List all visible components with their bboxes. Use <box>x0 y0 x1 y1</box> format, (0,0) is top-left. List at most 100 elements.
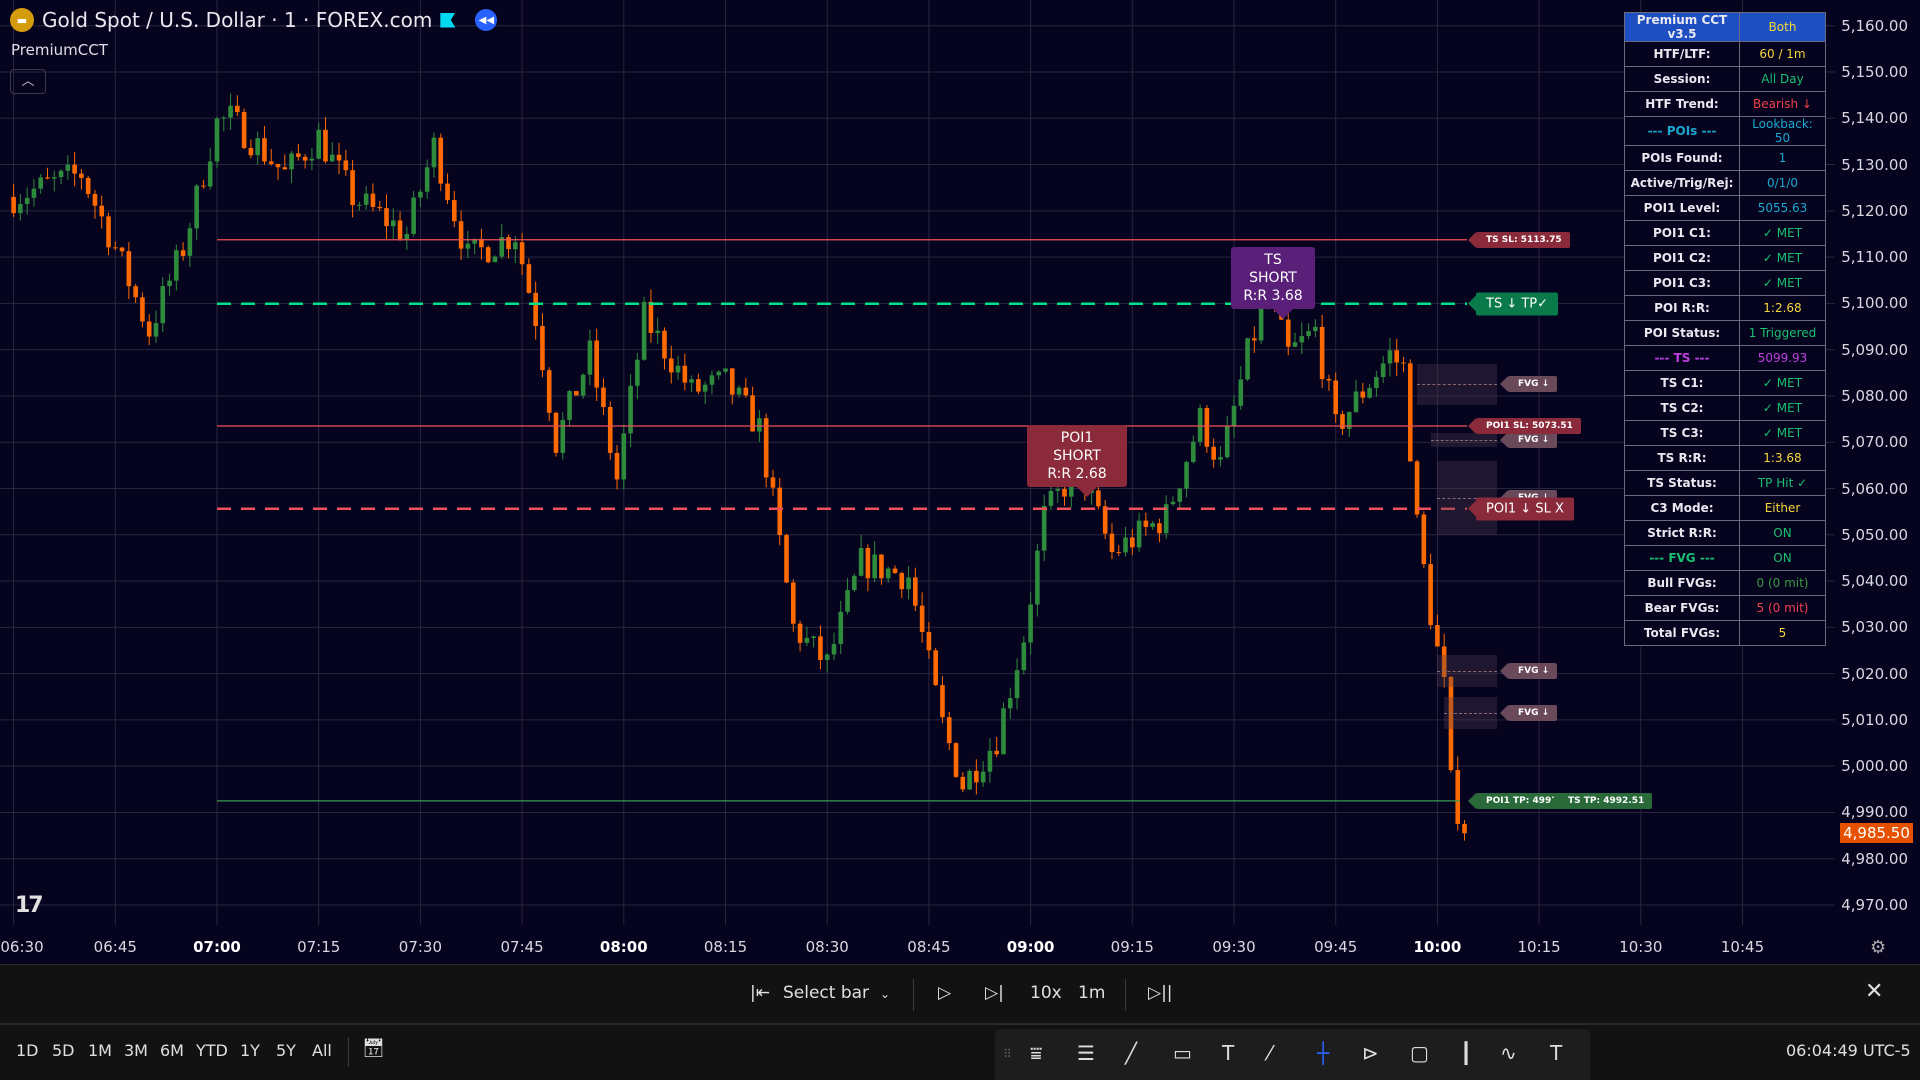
brush-icon[interactable]: ⁄ <box>1268 1041 1272 1065</box>
speed-button[interactable]: 10x <box>1030 983 1062 1003</box>
text-anchor-icon[interactable]: T <box>1550 1041 1563 1065</box>
candle <box>791 582 796 624</box>
callout-rr: R:R 2.68 <box>1047 466 1107 482</box>
candle <box>635 359 640 386</box>
candle <box>363 193 369 205</box>
candle <box>1435 625 1440 647</box>
timeframe-5d[interactable]: 5D <box>52 1041 75 1060</box>
candle <box>302 156 308 161</box>
select-bar-button[interactable]: Select bar <box>783 983 870 1003</box>
candle <box>919 605 925 632</box>
candle <box>485 247 491 263</box>
close-replay-button[interactable]: ✕ <box>1865 979 1884 1004</box>
price-axis-label: 5,100.00 <box>1841 294 1908 313</box>
date-range-calendar-icon[interactable]: 📅︎ <box>362 1038 385 1059</box>
candle <box>1258 306 1264 341</box>
chart-area[interactable]: ▬ Gold Spot / U.S. Dollar · 1 · FOREX.co… <box>0 0 1920 964</box>
candle <box>85 177 91 195</box>
ts-short-callout: TS SHORT R:R 3.68 <box>1231 247 1315 319</box>
table-key: POI1 C1: <box>1624 220 1740 246</box>
candle <box>452 200 457 222</box>
rectangle-icon[interactable]: ▭ <box>1173 1041 1192 1065</box>
candle <box>567 391 572 420</box>
table-key: Active/Trig/Rej: <box>1624 170 1740 196</box>
table-row: --- POIs --- Lookback: 50 <box>1624 116 1826 146</box>
table-key: Total FVGs: <box>1624 620 1740 646</box>
time-axis-label: 06:45 <box>93 938 137 956</box>
candle <box>1035 550 1040 605</box>
candle <box>1448 676 1454 770</box>
candle <box>533 292 538 327</box>
price-axis-label: 5,110.00 <box>1841 248 1908 267</box>
candle <box>45 177 50 179</box>
candle <box>1441 646 1447 677</box>
candle <box>262 138 267 162</box>
play-button[interactable]: ▷ <box>938 983 952 1003</box>
candle <box>1360 391 1366 398</box>
timeframe-6m[interactable]: 6M <box>160 1041 184 1060</box>
candle <box>140 297 145 322</box>
candle <box>811 636 816 638</box>
table-value: ON <box>1739 520 1826 546</box>
flag-icon[interactable] <box>440 12 456 28</box>
drag-handle-icon[interactable]: ⠿ <box>1003 1047 1012 1061</box>
settings-gear-icon[interactable]: ⚙ <box>1870 937 1887 958</box>
chart-canvas[interactable] <box>0 0 1920 964</box>
fvg-midline <box>1417 384 1497 386</box>
candle <box>1414 461 1420 515</box>
comment-icon[interactable]: ▢ <box>1410 1041 1429 1065</box>
candle <box>1136 520 1142 548</box>
candle <box>1102 506 1108 534</box>
candle <box>357 204 362 206</box>
timeframe-ytd[interactable]: YTD <box>196 1041 228 1060</box>
collapse-indicators-button[interactable]: ︿ <box>10 69 46 94</box>
symbol-title[interactable]: Gold Spot / U.S. Dollar · 1 · FOREX.com <box>42 8 433 32</box>
candle <box>492 256 498 263</box>
path-icon[interactable]: ∿ <box>1500 1041 1517 1065</box>
step-forward-button[interactable]: ▷| <box>985 983 1004 1003</box>
candle <box>1340 414 1345 429</box>
table-key: TS Status: <box>1624 470 1740 496</box>
interval-button[interactable]: 1m <box>1078 983 1106 1003</box>
trend-line-icon[interactable]: ╱ <box>1125 1041 1138 1065</box>
timeframe-all[interactable]: All <box>312 1041 332 1060</box>
crosshair-icon[interactable]: ┼ <box>1317 1041 1330 1065</box>
candle <box>1394 350 1400 363</box>
tradingview-logo[interactable]: 17 <box>15 893 44 918</box>
candle <box>858 548 864 576</box>
candle <box>38 177 44 189</box>
candle <box>404 234 410 240</box>
candle <box>1313 326 1318 332</box>
select-bar-icon[interactable]: |⇤ <box>750 983 770 1003</box>
table-value: 1:3.68 <box>1739 445 1826 471</box>
indicator-name[interactable]: PremiumCCT <box>11 41 108 59</box>
fib-retracement-icon[interactable]: ☰ <box>1077 1041 1095 1065</box>
price-axis-label: 5,010.00 <box>1841 710 1908 729</box>
price-axis-label: 5,140.00 <box>1841 109 1908 128</box>
chevron-down-icon[interactable]: ⌄ <box>880 987 891 1001</box>
timeframe-1y[interactable]: 1Y <box>240 1041 260 1060</box>
vertical-line-icon[interactable]: ┃ <box>1460 1041 1473 1065</box>
ts-tp-label: TS TP: 4992.51 <box>1558 792 1653 809</box>
fvg-zone <box>1437 655 1497 688</box>
timeframe-1m[interactable]: 1M <box>88 1041 112 1060</box>
candle <box>1130 537 1135 548</box>
candle <box>655 330 660 333</box>
price-axis-label: 5,130.00 <box>1841 155 1908 174</box>
bottom-toolbar: 1D 5D 1M 3M 6M YTD 1Y 5Y All 📅︎ ⠿ ⩸ ☰ ╱ ▭ T ⁄ ┼ … <box>0 1025 1920 1080</box>
candle <box>702 384 708 392</box>
table-value: ON <box>1739 545 1826 571</box>
replay-rewind-icon[interactable]: ◀◀ <box>475 9 498 31</box>
candle <box>241 111 247 149</box>
candle <box>65 164 71 171</box>
candle <box>424 167 430 192</box>
jump-to-realtime-button[interactable]: ▷|| <box>1148 983 1173 1003</box>
replay-play-icon[interactable]: ⊳ <box>1362 1041 1379 1065</box>
timeframe-5y[interactable]: 5Y <box>276 1041 296 1060</box>
parallel-channel-icon[interactable]: ⩸ <box>1030 1041 1043 1065</box>
timeframe-1d[interactable]: 1D <box>16 1041 39 1060</box>
text-icon[interactable]: T <box>1222 1041 1235 1065</box>
timeframe-3m[interactable]: 3M <box>124 1041 148 1060</box>
price-axis-label: 5,120.00 <box>1841 201 1908 220</box>
table-key: TS C3: <box>1624 420 1740 446</box>
